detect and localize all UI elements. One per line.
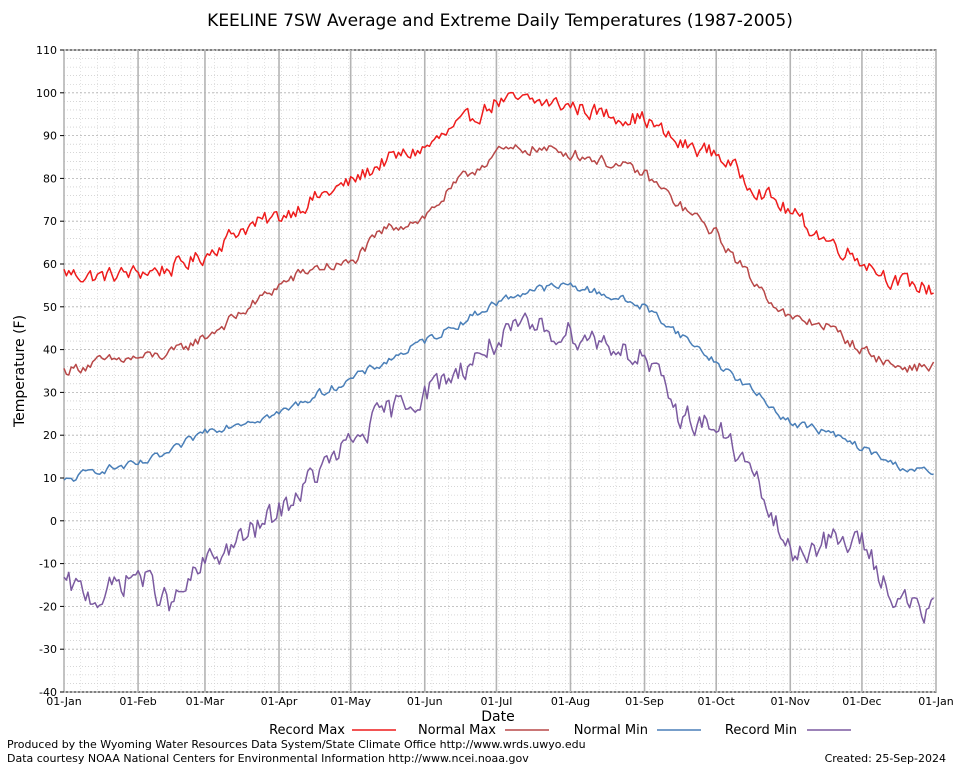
x-tick-label: 01-Nov	[771, 695, 811, 708]
x-tick-label: 01-Oct	[698, 695, 736, 708]
chart-title: KEELINE 7SW Average and Extreme Daily Te…	[207, 11, 793, 31]
footer-data-courtesy: Data courtesy NOAA National Centers for …	[7, 752, 529, 765]
y-tick-label: 70	[43, 215, 57, 228]
series-line-record-max	[63, 91, 934, 295]
footer-produced-by: Produced by the Wyoming Water Resources …	[7, 738, 586, 751]
y-tick-label: 0	[50, 515, 57, 528]
y-tick-label: 110	[36, 44, 57, 57]
x-tick-label: 01-Jul	[480, 695, 512, 708]
y-tick-label: 60	[43, 258, 57, 271]
y-tick-label: 90	[43, 130, 57, 143]
x-tick-label: 01-Sep	[625, 695, 664, 708]
series-line-normal-min	[63, 282, 934, 482]
x-tick-label: 01-Jan	[46, 695, 82, 708]
x-tick-label: 01-Aug	[551, 695, 590, 708]
x-tick-label: 01-Mar	[186, 695, 225, 708]
footer-created-date: Created: 25-Sep-2024	[824, 752, 946, 765]
y-tick-label: -10	[39, 558, 57, 571]
y-tick-label: 20	[43, 429, 57, 442]
x-axis-label: Date	[481, 709, 514, 725]
series-line-normal-max	[63, 144, 935, 376]
legend-label: Normal Min	[574, 723, 648, 738]
legend-label: Record Min	[725, 723, 797, 738]
y-axis-label: Temperature (F)	[12, 315, 28, 428]
y-tick-label: 30	[43, 386, 57, 399]
y-tick-label: 10	[43, 472, 57, 485]
y-tick-label: 100	[36, 87, 57, 100]
legend-label: Normal Max	[418, 723, 496, 738]
x-tick-label: 01-Apr	[261, 695, 298, 708]
x-tick-label: 01-Jan	[918, 695, 954, 708]
x-tick-label: 01-Feb	[119, 695, 156, 708]
y-tick-label: -20	[39, 600, 57, 613]
y-tick-label: -30	[39, 643, 57, 656]
y-tick-label: 40	[43, 344, 57, 357]
series-line-record-min	[63, 312, 935, 624]
y-tick-label: 80	[43, 172, 57, 185]
x-tick-label: 01-Jun	[407, 695, 443, 708]
legend-label: Record Max	[269, 723, 345, 738]
x-tick-label: 01-May	[330, 695, 371, 708]
x-tick-label: 01-Dec	[842, 695, 881, 708]
y-tick-label: 50	[43, 301, 57, 314]
y-tick-label: -40	[39, 686, 57, 699]
